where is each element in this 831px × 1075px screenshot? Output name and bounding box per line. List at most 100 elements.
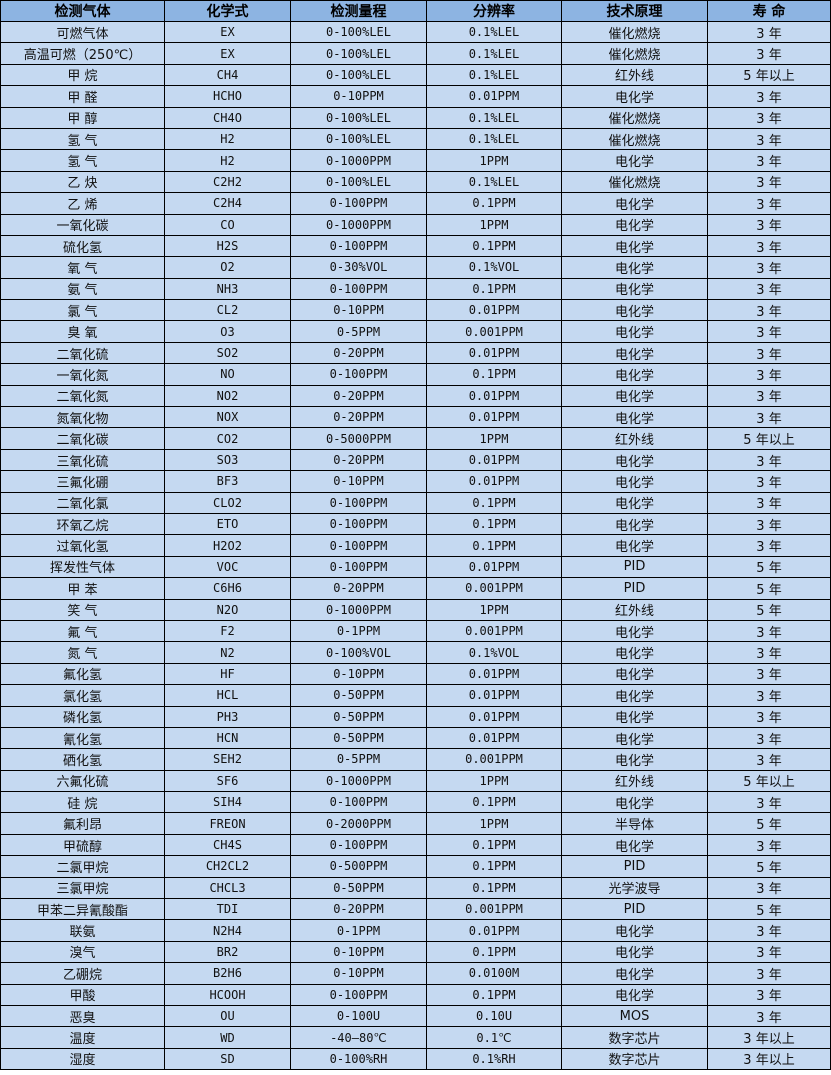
cell-resolution: 0.001PPM: [426, 619, 562, 643]
cell-gas: 笑 气: [0, 598, 165, 621]
cell-principle: 电化学: [561, 256, 708, 279]
cell-lifespan: 3 年: [707, 20, 831, 44]
cell-resolution: 0.1PPM: [426, 277, 562, 301]
cell-resolution: 0.01PPM: [426, 299, 562, 322]
cell-resolution: 1PPM: [426, 812, 562, 835]
cell-formula: NOX: [164, 406, 291, 429]
table-row: 三氧化硫 SO3 0-20PPM 0.01PPM 电化学 3 年: [0, 448, 831, 472]
cell-principle: 电化学: [561, 234, 708, 258]
cell-range: 0-30%VOL: [290, 256, 427, 279]
cell-resolution: 0.1%VOL: [426, 641, 562, 664]
cell-gas: 甲 醛: [0, 85, 165, 108]
cell-principle: 催化燃烧: [561, 106, 708, 129]
cell-gas: 硅 烷: [0, 791, 165, 814]
cell-gas: 氯化氢: [0, 684, 165, 707]
cell-formula: NO2: [164, 384, 291, 408]
cell-gas: 硫化氢: [0, 234, 165, 258]
cell-formula: TDI: [164, 898, 291, 921]
cell-formula: CO2: [164, 427, 291, 450]
cell-formula: O2: [164, 256, 291, 279]
cell-lifespan: 5 年以上: [707, 63, 831, 87]
cell-gas: 甲酸: [0, 983, 165, 1006]
cell-resolution: 0.1PPM: [426, 833, 562, 857]
cell-range: 0-2000PPM: [290, 812, 427, 835]
table-row: 环氧乙烷 ETO 0-100PPM 0.1PPM 电化学 3 年: [0, 512, 831, 536]
cell-principle: PID: [561, 898, 708, 921]
cell-formula: BF3: [164, 470, 291, 493]
cell-gas: 氰化氢: [0, 726, 165, 750]
cell-formula: HCL: [164, 684, 291, 707]
cell-lifespan: 3 年: [707, 1004, 831, 1028]
table-row: 氯 气 CL2 0-10PPM 0.01PPM 电化学 3 年: [0, 299, 831, 322]
cell-lifespan: 3 年: [707, 940, 831, 964]
cell-resolution: 0.01PPM: [426, 448, 562, 472]
table-row: 甲 醇 CH4O 0-100%LEL 0.1%LEL 催化燃烧 3 年: [0, 106, 831, 129]
table-row: 氮 气 N2 0-100%VOL 0.1%VOL 电化学 3 年: [0, 641, 831, 664]
cell-lifespan: 5 年: [707, 555, 831, 579]
cell-lifespan: 3 年: [707, 213, 831, 236]
cell-lifespan: 5 年: [707, 855, 831, 878]
cell-range: 0-50PPM: [290, 726, 427, 750]
cell-resolution: 0.1%VOL: [426, 256, 562, 279]
table-row: 过氧化氢 H2O2 0-100PPM 0.1PPM 电化学 3 年: [0, 534, 831, 557]
cell-lifespan: 5 年: [707, 598, 831, 621]
cell-principle: 电化学: [561, 662, 708, 686]
cell-principle: 电化学: [561, 320, 708, 343]
cell-lifespan: 3 年: [707, 534, 831, 557]
cell-resolution: 0.01PPM: [426, 341, 562, 365]
cell-resolution: 0.001PPM: [426, 320, 562, 343]
cell-lifespan: 3 年: [707, 748, 831, 771]
header-gas: 检测气体: [0, 0, 165, 22]
table-row: 氰化氢 HCN 0-50PPM 0.01PPM 电化学 3 年: [0, 726, 831, 750]
header-row: 检测气体 化学式 检测量程 分辨率 技术原理 寿 命: [0, 0, 831, 22]
cell-lifespan: 3 年: [707, 791, 831, 814]
cell-resolution: 0.1PPM: [426, 983, 562, 1006]
cell-formula: EX: [164, 20, 291, 44]
cell-range: 0-100%LEL: [290, 20, 427, 44]
cell-lifespan: 3 年: [707, 127, 831, 151]
table-row: 氟利昂 FREON 0-2000PPM 1PPM 半导体 5 年: [0, 812, 831, 835]
cell-range: 0-100%LEL: [290, 170, 427, 194]
cell-principle: 催化燃烧: [561, 42, 708, 65]
header-principle: 技术原理: [561, 0, 708, 22]
cell-resolution: 0.1%LEL: [426, 170, 562, 194]
cell-resolution: 0.0100M: [426, 962, 562, 985]
cell-resolution: 0.1PPM: [426, 876, 562, 900]
cell-range: 0-20PPM: [290, 448, 427, 472]
cell-range: -40—80℃: [290, 1026, 427, 1049]
cell-lifespan: 3 年: [707, 234, 831, 258]
header-range: 检测量程: [290, 0, 427, 22]
cell-range: 0-1000PPM: [290, 149, 427, 172]
cell-principle: 催化燃烧: [561, 127, 708, 151]
cell-formula: HCN: [164, 726, 291, 750]
cell-range: 0-1000PPM: [290, 213, 427, 236]
cell-gas: 甲苯二异氰酸酯: [0, 898, 165, 921]
table-row: 可燃气体 EX 0-100%LEL 0.1%LEL 催化燃烧 3 年: [0, 20, 831, 44]
cell-resolution: 0.01PPM: [426, 384, 562, 408]
cell-lifespan: 3 年: [707, 919, 831, 942]
cell-gas: 氢 气: [0, 127, 165, 151]
table-row: 乙 炔 C2H2 0-100%LEL 0.1%LEL 催化燃烧 3 年: [0, 170, 831, 194]
table-row: 甲酸 HCOOH 0-100PPM 0.1PPM 电化学 3 年: [0, 983, 831, 1006]
cell-principle: 电化学: [561, 748, 708, 771]
cell-lifespan: 3 年以上: [707, 1047, 831, 1071]
cell-formula: CH4: [164, 63, 291, 87]
cell-lifespan: 3 年: [707, 170, 831, 194]
cell-formula: O3: [164, 320, 291, 343]
table-row: 恶臭 OU 0-100U 0.10U MOS 3 年: [0, 1004, 831, 1028]
cell-lifespan: 3 年: [707, 512, 831, 536]
cell-formula: N2: [164, 641, 291, 664]
cell-gas: 乙 炔: [0, 170, 165, 194]
cell-resolution: 0.1%LEL: [426, 106, 562, 129]
cell-range: 0-5PPM: [290, 320, 427, 343]
cell-principle: 电化学: [561, 705, 708, 728]
cell-gas: 乙 烯: [0, 192, 165, 215]
cell-formula: N2H4: [164, 919, 291, 942]
cell-principle: 电化学: [561, 299, 708, 322]
table-row: 氮氧化物 NOX 0-20PPM 0.01PPM 电化学 3 年: [0, 406, 831, 429]
cell-lifespan: 3 年: [707, 983, 831, 1006]
cell-gas: 二氧化氯: [0, 491, 165, 514]
cell-resolution: 0.1PPM: [426, 534, 562, 557]
cell-range: 0-1PPM: [290, 919, 427, 942]
